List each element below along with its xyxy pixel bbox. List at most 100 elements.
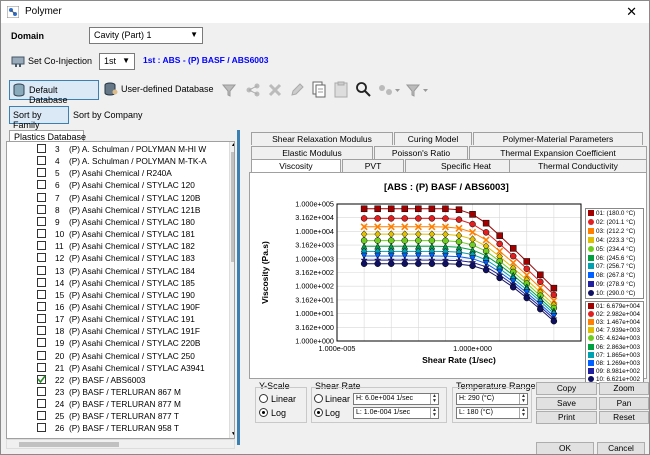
default-database-button[interactable]: Default Database <box>9 80 99 105</box>
copy-button[interactable]: Copy <box>536 382 597 395</box>
tree-item[interactable]: 23 (P) BASF / TERLURAN 867 M <box>7 386 229 398</box>
checkbox[interactable] <box>37 229 46 239</box>
tree-item[interactable]: 20 (P) Asahi Chemical / STYLAC 250 <box>7 350 229 362</box>
tree-item[interactable]: 22 (P) BASF / ABS6003 <box>7 374 229 386</box>
plastics-tree[interactable]: 3 (P) A. Schulman / POLYMAN M-HI W 4 (P) A.… <box>6 141 235 439</box>
tab-pvt[interactable]: PVT <box>342 159 404 172</box>
tree-item[interactable]: 8 (P) Asahi Chemical / STYLAC 121B <box>7 204 229 216</box>
tree-item[interactable]: 12 (P) Asahi Chemical / STYLAC 183 <box>7 252 229 264</box>
tab-plastics-database[interactable]: Plastics Database <box>9 130 86 143</box>
group-dropdown-icon[interactable] <box>377 82 401 98</box>
tree-item[interactable]: 6 (P) Asahi Chemical / STYLAC 120 <box>7 179 229 191</box>
tab-elastic-modulus[interactable]: Elastic Modulus <box>251 146 373 159</box>
checkbox[interactable] <box>37 338 46 348</box>
tree-item[interactable]: 9 (P) Asahi Chemical / STYLAC 180 <box>7 216 229 228</box>
checkbox[interactable] <box>37 314 46 324</box>
tree-scrollbar[interactable]: ▲ ▼ <box>229 142 234 438</box>
filter-dropdown-icon[interactable] <box>406 82 430 98</box>
spin-arrows-icon[interactable]: ▲ ▼ <box>519 394 527 404</box>
cancel-button[interactable]: Cancel <box>597 442 645 454</box>
splitter[interactable] <box>237 130 240 445</box>
checkbox[interactable] <box>37 241 46 251</box>
copy-document-icon[interactable] <box>311 81 327 98</box>
tree-item[interactable]: 11 (P) Asahi Chemical / STYLAC 182 <box>7 240 229 252</box>
checkbox[interactable] <box>37 301 46 311</box>
tree-item[interactable]: 14 (P) Asahi Chemical / STYLAC 185 <box>7 277 229 289</box>
checkbox[interactable] <box>37 350 46 360</box>
tree-item[interactable]: 21 (P) Asahi Chemical / STYLAC A3941 <box>7 362 229 374</box>
reset-button[interactable]: Reset <box>599 411 649 424</box>
sort-by-company-button[interactable]: Sort by Company <box>73 110 143 120</box>
delete-icon[interactable] <box>267 82 283 98</box>
checkbox[interactable] <box>37 144 46 153</box>
spin-arrows-icon[interactable]: ▲ ▼ <box>519 408 527 418</box>
y-scale-log-radio[interactable] <box>259 408 268 417</box>
save-button[interactable]: Save <box>536 397 597 410</box>
shear-log-radio[interactable] <box>314 408 323 417</box>
tree-item[interactable]: 3 (P) A. Schulman / POLYMAN M-HI W <box>7 143 229 155</box>
checkbox[interactable] <box>37 289 46 299</box>
checkbox[interactable] <box>37 387 46 396</box>
checkbox[interactable] <box>37 168 46 178</box>
shear-high-input[interactable]: H: 6.0e+004 1/sec ▲ ▼ <box>353 393 439 405</box>
close-icon[interactable]: ✕ <box>626 4 637 19</box>
tab-polymer-material-parameters[interactable]: Polymer-Material Parameters <box>473 132 643 145</box>
tree-item[interactable]: 26 (P) BASF / TERLURAN 958 T <box>7 422 229 434</box>
checkbox[interactable] <box>37 423 46 433</box>
spin-arrows-icon[interactable]: ▲ ▼ <box>430 394 438 404</box>
temp-low-input[interactable]: L: 180 (°C) ▲ ▼ <box>456 407 528 419</box>
shear-linear-radio[interactable] <box>314 394 323 403</box>
tree-item[interactable]: 7 (P) Asahi Chemical / STYLAC 120B <box>7 192 229 204</box>
y-scale-linear-radio[interactable] <box>259 394 268 403</box>
tab-poisson-s-ratio[interactable]: Poisson's Ratio <box>374 146 468 159</box>
scroll-up-icon[interactable]: ▲ <box>230 142 234 151</box>
checkbox[interactable] <box>37 204 46 214</box>
checkbox[interactable] <box>37 253 46 263</box>
checkbox[interactable] <box>37 277 46 287</box>
tab-thermal-expansion-coefficient[interactable]: Thermal Expansion Coefficient <box>469 146 647 159</box>
zoom-button[interactable]: Zoom <box>599 382 649 395</box>
tree-item[interactable]: 24 (P) BASF / TERLURAN 877 M <box>7 398 229 410</box>
tree-item[interactable]: 15 (P) Asahi Chemical / STYLAC 190 <box>7 289 229 301</box>
checkbox[interactable] <box>37 216 46 226</box>
scroll-down-icon[interactable]: ▼ <box>230 431 234 438</box>
shear-low-input[interactable]: L: 1.0e-004 1/sec ▲ ▼ <box>353 407 439 419</box>
paste-icon[interactable] <box>333 81 349 98</box>
domain-select[interactable]: Cavity (Part) 1 ▼ <box>89 27 203 44</box>
tree-item[interactable]: 18 (P) Asahi Chemical / STYLAC 191F <box>7 325 229 337</box>
tree-item[interactable]: 13 (P) Asahi Chemical / STYLAC 184 <box>7 265 229 277</box>
sort-by-family-button[interactable]: Sort by Family <box>9 106 69 130</box>
tab-shear-relaxation-modulus[interactable]: Shear Relaxation Modulus <box>251 132 393 145</box>
tree-item[interactable]: 10 (P) Asahi Chemical / STYLAC 181 <box>7 228 229 240</box>
checkbox-checked[interactable] <box>37 374 46 384</box>
pan-button[interactable]: Pan <box>599 397 649 410</box>
tree-item[interactable]: 5 (P) Asahi Chemical / R240A <box>7 167 229 179</box>
shot-select[interactable]: 1st ▼ <box>99 53 135 70</box>
ok-button[interactable]: OK <box>536 442 594 454</box>
temp-high-input[interactable]: H: 290 (°C) ▲ ▼ <box>456 393 528 405</box>
print-button[interactable]: Print <box>536 411 597 424</box>
checkbox[interactable] <box>37 156 46 166</box>
checkbox[interactable] <box>37 192 46 202</box>
tab-curing-model[interactable]: Curing Model <box>394 132 472 145</box>
molecule-icon[interactable] <box>245 82 261 98</box>
search-icon[interactable] <box>355 81 371 97</box>
scroll-thumb[interactable] <box>231 152 234 262</box>
checkbox[interactable] <box>37 362 46 372</box>
tree-item[interactable]: 4 (P) A. Schulman / POLYMAN M-TK-A <box>7 155 229 167</box>
tree-hscrollbar[interactable] <box>6 439 235 449</box>
tree-item[interactable]: 16 (P) Asahi Chemical / STYLAC 190F <box>7 301 229 313</box>
hscroll-thumb[interactable] <box>19 442 119 447</box>
tab-thermal-conductivity[interactable]: Thermal Conductivity <box>509 159 647 172</box>
tab-viscosity[interactable]: Viscosity <box>251 159 341 173</box>
tree-item[interactable]: 17 (P) Asahi Chemical / STYLAC 191 <box>7 313 229 325</box>
spin-arrows-icon[interactable]: ▲ ▼ <box>430 408 438 418</box>
checkbox[interactable] <box>37 411 46 421</box>
set-coinjection-button[interactable]: Set Co-Injection <box>9 52 97 72</box>
checkbox[interactable] <box>37 326 46 336</box>
checkbox[interactable] <box>37 180 46 190</box>
funnel-icon[interactable] <box>221 82 237 98</box>
checkbox[interactable] <box>37 265 46 275</box>
tree-item[interactable]: 19 (P) Asahi Chemical / STYLAC 220B <box>7 337 229 349</box>
user-defined-database-button[interactable]: User-defined Database <box>102 80 214 100</box>
